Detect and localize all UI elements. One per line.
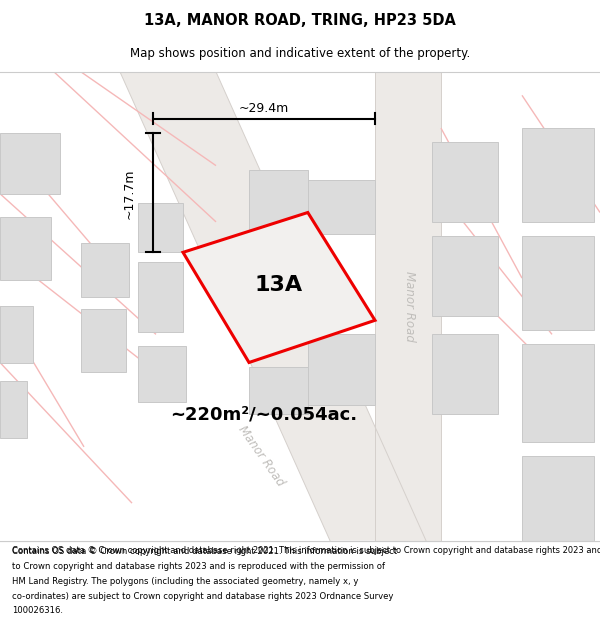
Polygon shape [432, 142, 498, 222]
Text: 13A: 13A [255, 275, 303, 295]
Polygon shape [138, 203, 183, 252]
Text: co-ordinates) are subject to Crown copyright and database rights 2023 Ordnance S: co-ordinates) are subject to Crown copyr… [12, 592, 394, 601]
Polygon shape [522, 344, 594, 442]
Text: ~220m²/~0.054ac.: ~220m²/~0.054ac. [170, 405, 358, 423]
Polygon shape [0, 306, 33, 362]
Polygon shape [432, 236, 498, 316]
Polygon shape [81, 309, 126, 372]
Polygon shape [183, 213, 375, 362]
Polygon shape [375, 72, 441, 541]
Polygon shape [0, 381, 27, 438]
Polygon shape [522, 456, 594, 541]
Text: Manor Road: Manor Road [235, 424, 287, 489]
Text: to Crown copyright and database rights 2023 and is reproduced with the permissio: to Crown copyright and database rights 2… [12, 562, 385, 571]
Text: Map shows position and indicative extent of the property.: Map shows position and indicative extent… [130, 48, 470, 61]
Polygon shape [120, 72, 426, 541]
Text: Manor Road: Manor Road [403, 271, 416, 342]
Polygon shape [308, 334, 375, 405]
Text: Contains OS data © Crown copyright and database right 2021. This information is : Contains OS data © Crown copyright and d… [12, 546, 600, 555]
Polygon shape [0, 217, 51, 281]
Polygon shape [522, 236, 594, 330]
Polygon shape [522, 128, 594, 222]
Polygon shape [249, 170, 308, 229]
Polygon shape [81, 243, 129, 297]
Polygon shape [138, 346, 186, 403]
Text: ~17.7m: ~17.7m [122, 169, 136, 219]
Text: 13A, MANOR ROAD, TRING, HP23 5DA: 13A, MANOR ROAD, TRING, HP23 5DA [144, 12, 456, 28]
Text: 100026316.: 100026316. [12, 606, 63, 616]
Polygon shape [138, 262, 183, 332]
Polygon shape [308, 180, 375, 234]
Polygon shape [249, 367, 308, 414]
Polygon shape [432, 334, 498, 414]
Text: ~29.4m: ~29.4m [239, 102, 289, 116]
Polygon shape [0, 132, 60, 194]
Text: HM Land Registry. The polygons (including the associated geometry, namely x, y: HM Land Registry. The polygons (includin… [12, 577, 358, 586]
Text: Contains OS data © Crown copyright and database right 2021. This information is : Contains OS data © Crown copyright and d… [12, 548, 397, 556]
